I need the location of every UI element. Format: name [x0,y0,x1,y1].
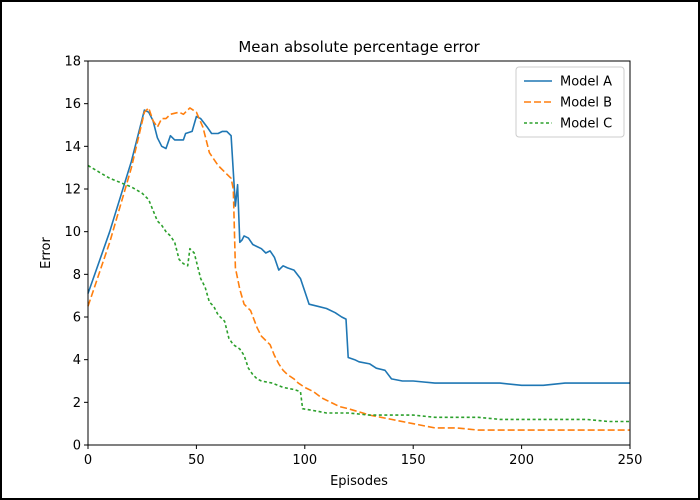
series-line-model-b [87,107,630,431]
plot-area [87,60,631,446]
y-tick-label: 0 [73,439,81,454]
y-tick-label: 6 [73,311,81,326]
y-tick-label: 8 [73,268,81,283]
legend-box [515,66,625,138]
legend-entry-label: Model B [560,96,612,111]
y-axis-label: Error [39,237,54,269]
x-tick-label: 250 [618,453,643,468]
y-tick-label: 18 [64,55,81,70]
x-axis-label: Episodes [330,474,388,489]
y-tick-label: 10 [64,225,81,240]
x-tick-label: 150 [401,453,426,468]
y-tick-label: 12 [64,183,81,198]
y-tick-label: 16 [64,97,81,112]
legend-entry-label: Model C [560,117,612,132]
legend-entry-label: Model A [560,75,612,90]
x-tick-label: 100 [292,453,317,468]
y-tick-label: 4 [73,353,81,368]
chart-title: Mean absolute percentage error [238,38,480,56]
x-tick-label: 200 [509,453,534,468]
legend: Model A Model B Model C [515,66,625,138]
y-tick-label: 2 [73,396,81,411]
y-tick-label: 14 [64,140,81,155]
x-tick-label: 0 [84,453,92,468]
series-line-model-c [87,164,630,423]
x-tick-label: 50 [188,453,205,468]
series-line-model-a [87,109,630,387]
